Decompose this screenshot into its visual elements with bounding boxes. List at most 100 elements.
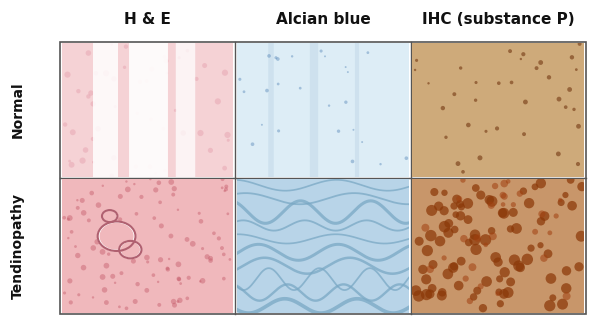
Point (498, 202, 508, 207)
Point (456, 66, 465, 71)
Point (194, 211, 204, 216)
Point (273, 56, 283, 61)
Point (454, 283, 463, 288)
Point (166, 180, 176, 185)
Point (166, 234, 176, 239)
Point (178, 131, 188, 136)
Point (121, 44, 131, 49)
Point (142, 288, 152, 293)
Point (472, 288, 482, 293)
Point (526, 245, 536, 251)
Point (157, 223, 166, 228)
Point (562, 286, 571, 291)
Point (161, 58, 171, 63)
Point (499, 291, 509, 296)
Point (482, 279, 492, 284)
Point (569, 107, 579, 112)
Point (73, 205, 83, 211)
Point (450, 227, 459, 232)
Point (516, 56, 526, 61)
Point (84, 218, 94, 223)
Point (495, 276, 505, 281)
Point (206, 148, 215, 153)
Point (66, 300, 75, 305)
Point (566, 177, 575, 182)
Point (170, 303, 179, 308)
Point (274, 128, 283, 133)
Point (341, 65, 350, 70)
Point (545, 303, 554, 308)
Point (218, 185, 227, 190)
Point (221, 187, 231, 192)
Point (545, 230, 554, 236)
Point (264, 53, 274, 59)
Point (102, 263, 111, 268)
Point (414, 239, 424, 244)
Point (440, 255, 449, 260)
Point (543, 251, 553, 256)
Point (506, 226, 515, 231)
Point (107, 173, 117, 179)
Point (68, 130, 78, 135)
Point (456, 259, 466, 264)
Point (470, 237, 480, 242)
Point (79, 265, 89, 270)
Point (153, 279, 163, 284)
Point (176, 281, 185, 286)
Point (109, 155, 118, 160)
Point (487, 228, 496, 233)
Point (143, 260, 152, 265)
Point (132, 211, 141, 216)
Point (457, 204, 466, 210)
Point (63, 72, 72, 77)
Point (121, 179, 131, 184)
Point (209, 231, 219, 236)
Point (518, 188, 528, 194)
Point (160, 54, 169, 59)
Point (188, 241, 197, 246)
Point (63, 217, 73, 222)
Point (219, 276, 228, 281)
Point (155, 200, 165, 205)
Point (425, 292, 435, 297)
Point (562, 268, 571, 273)
Point (507, 80, 516, 85)
Point (471, 186, 481, 191)
Point (137, 194, 147, 199)
Point (239, 89, 249, 94)
Point (491, 255, 501, 260)
Point (454, 196, 464, 202)
Point (376, 162, 385, 167)
Point (87, 190, 96, 196)
Point (160, 168, 170, 173)
Point (98, 275, 108, 280)
Point (129, 259, 138, 264)
Point (487, 199, 497, 204)
Point (471, 80, 481, 85)
Point (115, 304, 124, 309)
Point (214, 236, 224, 241)
Point (461, 276, 471, 281)
Point (158, 126, 168, 131)
Point (202, 254, 212, 259)
Point (476, 284, 486, 289)
Point (440, 190, 449, 195)
Point (78, 198, 87, 203)
Point (481, 129, 491, 134)
Point (60, 291, 69, 296)
Point (67, 162, 77, 167)
Point (288, 54, 297, 59)
Point (59, 215, 69, 220)
Point (218, 177, 227, 182)
Point (74, 89, 83, 94)
Point (494, 81, 504, 86)
Point (402, 156, 411, 161)
Point (536, 243, 545, 248)
Point (206, 256, 215, 261)
Point (573, 162, 583, 167)
Point (544, 75, 554, 80)
Point (151, 188, 160, 193)
Point (175, 55, 184, 60)
Point (558, 301, 568, 307)
Point (135, 79, 145, 84)
